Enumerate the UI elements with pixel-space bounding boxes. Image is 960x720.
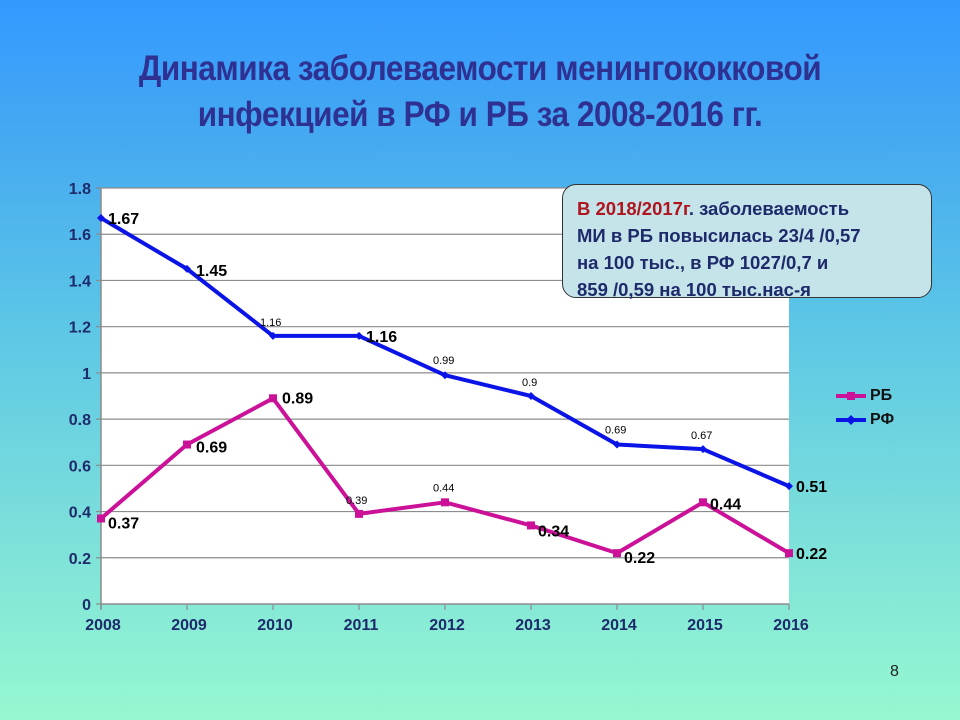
annotation-callout: В 2018/2017г. заболеваемость МИ в РБ пов…	[562, 184, 932, 300]
data-label: 0.39	[346, 495, 367, 507]
data-point-marker	[97, 214, 105, 223]
data-label: 1.16	[366, 329, 397, 346]
y-tick-label: 1.4	[69, 273, 91, 290]
data-point-marker	[441, 498, 449, 507]
y-tick-label: 0	[82, 597, 91, 614]
x-tick-label: 2016	[773, 617, 809, 634]
data-label: 0.22	[624, 550, 655, 567]
callout-highlight: В 2018/2017г	[577, 198, 689, 219]
legend-label-rf: РФ	[870, 411, 895, 428]
data-point-marker	[355, 509, 363, 518]
data-point-marker	[97, 514, 105, 523]
data-label: 0.22	[796, 546, 827, 563]
callout-line-2: МИ в РБ повысилась 23/4 /0,57	[577, 225, 861, 246]
data-label: 0.69	[196, 440, 227, 457]
data-point-marker	[613, 549, 621, 558]
data-point-marker	[527, 392, 535, 400]
data-series	[97, 214, 793, 558]
data-point-marker	[527, 521, 535, 530]
y-axis-ticks: 0 0.2 0.4 0.6 0.8 1 1.2 1.4 1.6 1.8	[69, 181, 91, 614]
data-label: 0.37	[108, 515, 139, 532]
data-label: 0.44	[433, 482, 454, 494]
legend-label-rb: РБ	[870, 387, 893, 404]
series-line-rb	[99, 396, 791, 556]
x-tick-label: 2009	[171, 617, 207, 634]
data-point-marker	[613, 440, 621, 449]
callout-line-4: 859 /0,59 на 100 тыс.нас-я	[577, 279, 811, 300]
y-tick-label: 0.6	[69, 458, 91, 475]
data-label: 0.69	[605, 425, 626, 437]
legend-item-rb: РБ	[836, 384, 894, 408]
data-point-marker	[699, 445, 707, 454]
y-tick-label: 0.2	[69, 551, 91, 568]
data-label: 0.34	[538, 523, 569, 540]
callout-line-3: на 100 тыс., в РФ 1027/0,7 и	[577, 252, 829, 273]
x-axis-ticks: 2008 2009 2010 2011 2012 2013 2014 2015 2016	[85, 617, 809, 634]
legend-item-rf: РФ	[836, 408, 894, 432]
callout-text-1: . заболеваемость	[688, 198, 850, 219]
data-point-marker	[269, 331, 277, 340]
data-label: 1.67	[108, 211, 139, 228]
title-line-2: инфекцией в РФ и РБ за 2008-2016 гг.	[197, 95, 763, 134]
data-point-marker	[355, 331, 363, 340]
data-label: 0.9	[522, 377, 537, 389]
y-tick-label: 1	[82, 366, 91, 383]
data-point-marker	[183, 440, 191, 449]
data-point-marker	[785, 549, 793, 558]
y-tick-label: 0.4	[69, 505, 91, 522]
x-tick-label: 2010	[257, 617, 293, 634]
x-tick-label: 2012	[429, 617, 465, 634]
data-label: 0.89	[282, 390, 313, 407]
x-tick-label: 2014	[601, 617, 637, 634]
data-label: 0.67	[691, 430, 712, 442]
x-tick-label: 2013	[515, 617, 551, 634]
slide-title: Динамика заболеваемости менингококковой …	[48, 46, 912, 138]
y-tick-label: 0.8	[69, 412, 91, 429]
diamond-marker-icon	[836, 415, 866, 425]
square-marker-icon	[836, 392, 866, 400]
chart-legend: РБ РФ	[836, 384, 894, 432]
data-label: 0.44	[710, 496, 741, 513]
data-point-marker	[699, 498, 707, 507]
data-label: 0.51	[796, 479, 827, 496]
x-tick-label: 2015	[687, 617, 723, 634]
page-number: 8	[890, 663, 899, 680]
data-point-marker	[269, 394, 277, 403]
y-tick-label: 1.6	[69, 227, 91, 244]
data-label: 0.99	[433, 355, 454, 367]
data-point-marker	[785, 482, 793, 491]
y-tick-label: 1.2	[69, 320, 91, 337]
axes	[96, 187, 790, 610]
data-point-marker	[441, 371, 449, 380]
y-tick-label: 1.8	[69, 181, 91, 198]
x-tick-label: 2008	[85, 617, 121, 634]
data-label: 1.16	[260, 317, 281, 329]
data-labels: 0.37 0.69 0.89 0.39 0.44 0.34 0.22 0.44 0.22 1.67…	[108, 211, 827, 567]
x-tick-label: 2011	[344, 617, 379, 634]
data-label: 1.45	[196, 263, 227, 280]
title-line-1: Динамика заболеваемости менингококковой	[138, 49, 822, 88]
data-point-marker	[183, 264, 191, 273]
